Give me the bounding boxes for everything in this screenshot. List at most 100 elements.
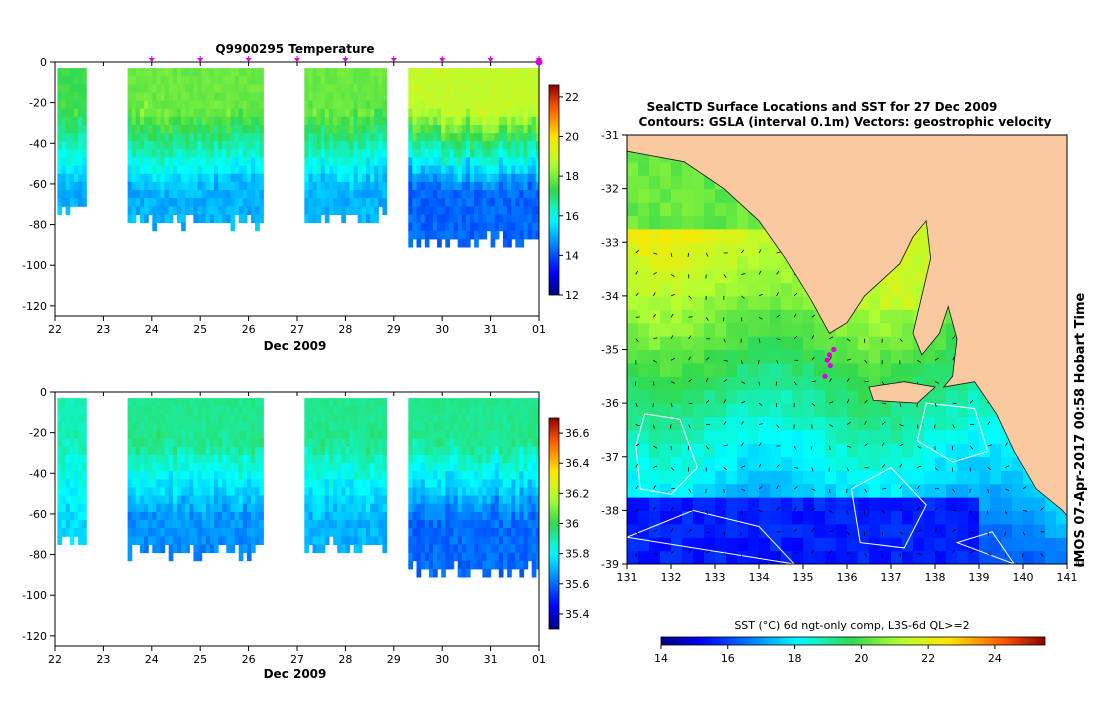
section-cell [78,198,83,207]
sst-cell [814,551,826,565]
section-cell [536,182,541,191]
section-cell [329,68,334,77]
section-cell [474,198,479,207]
section-cell [412,471,417,480]
section-cell [82,166,87,175]
section-cell [450,398,455,407]
section-cell [165,398,170,407]
sst-cell [803,443,815,457]
section-cell [354,488,359,497]
section-cell [507,158,512,167]
section-cell [433,141,438,150]
sst-cell [693,189,705,203]
section-cell [495,406,500,415]
section-cell [345,93,350,102]
section-cell [358,214,363,223]
sst-cell [726,323,738,337]
section-cell [503,125,508,134]
section-cell [482,190,487,199]
section-cell [243,414,248,423]
section-cell [433,512,438,521]
section-cell [333,455,338,464]
section-cell [333,76,338,85]
section-cell [202,463,207,472]
section-cell [185,423,190,432]
section-cell [370,166,375,175]
section-cell [57,520,62,529]
section-cell [374,479,379,488]
section-cell [370,504,375,513]
section-cell [325,214,330,223]
section-cell [226,439,231,448]
section-cell [165,488,170,497]
sst-cell [627,537,639,551]
section-cell [140,214,145,223]
section-cell [366,520,371,529]
section-cell [437,439,442,448]
section-cell [304,463,309,472]
section-cell [193,488,198,497]
sst-cell [737,242,749,256]
section-cell [173,414,178,423]
section-cell [524,158,529,167]
section-cell [161,117,166,126]
sst-cell [759,336,771,350]
section-cell [382,496,387,505]
section-cell [412,431,417,440]
temperature-x-axis-label: Dec 2009 [264,339,327,353]
section-cell [144,76,149,85]
sst-cell [627,189,639,203]
section-cell [378,504,383,513]
sst-cell [792,497,804,511]
section-cell [78,520,83,529]
sst-cell [869,350,881,364]
section-cell [181,406,186,415]
section-cell [507,398,512,407]
section-cell [78,117,83,126]
section-cell [487,190,492,199]
section-cell [421,158,426,167]
section-cell [511,101,516,110]
section-cell [421,488,426,497]
section-cell [173,133,178,142]
section-cell [185,479,190,488]
section-cell [366,117,371,126]
section-cell [132,406,137,415]
sst-cell [891,296,903,310]
section-cell [231,455,236,464]
sst-cell [792,309,804,323]
section-cell [470,141,475,150]
section-cell [462,406,467,415]
section-cell [148,84,153,93]
section-cell [169,158,174,167]
section-cell [202,398,207,407]
section-cell [515,488,520,497]
section-cell [425,439,430,448]
section-cell [425,414,430,423]
section-cell [482,553,487,562]
section-cell [304,206,309,215]
section-cell [474,455,479,464]
sst-cell [1034,510,1046,524]
sst-cell [913,363,925,377]
section-cell [511,76,516,85]
section-cell [370,431,375,440]
section-cell [532,93,537,102]
section-cell [313,141,318,150]
section-cell [329,423,334,432]
section-cell [470,544,475,553]
section-cell [354,447,359,456]
section-cell [66,463,71,472]
section-cell [255,463,260,472]
section-cell [536,231,541,240]
section-cell [206,398,211,407]
sst-cell [1056,537,1068,551]
section-cell [177,455,182,464]
section-cell [214,117,219,126]
section-cell [173,528,178,537]
section-cell [429,101,434,110]
section-cell [495,190,500,199]
section-cell [474,84,479,93]
section-cell [441,182,446,191]
sst-cell [715,229,727,243]
